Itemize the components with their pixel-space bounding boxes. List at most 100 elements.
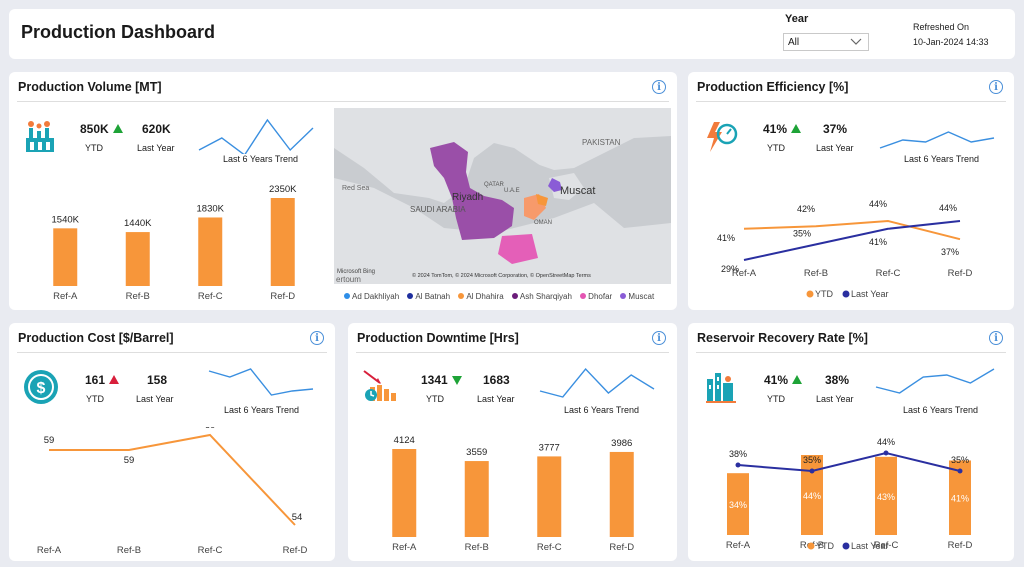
legend-swatch	[511, 293, 518, 299]
reservoir-recovery-card: Reservoir Recovery Rate [%] i 41% YTD 38…	[688, 323, 1014, 561]
last-year-kpi: 1683	[483, 373, 510, 387]
category-label: Ref-C	[198, 545, 223, 556]
data-label: 35%	[803, 455, 821, 465]
year-filter-value: All	[788, 37, 800, 48]
bar-value-label: 41%	[951, 494, 969, 504]
bar[interactable]	[949, 460, 971, 535]
refinery-icon	[704, 369, 738, 410]
info-icon[interactable]: i	[989, 80, 1003, 94]
bar[interactable]	[875, 456, 897, 535]
series-line[interactable]	[737, 451, 961, 473]
data-label: 60	[205, 427, 216, 431]
legend-swatch	[620, 293, 627, 299]
last-year-kpi: 620K	[142, 122, 171, 136]
category-label: Ref-D	[270, 291, 295, 302]
map-attribution[interactable]: © 2024 TomTom, © 2024 Microsoft Corporat…	[412, 272, 591, 279]
series-line[interactable]	[743, 220, 961, 261]
legend-item[interactable]: Al Dhahira	[458, 292, 504, 301]
ytd-value: 161	[85, 373, 106, 387]
category-label: Ref-A	[392, 542, 417, 553]
legend-label: Last Year	[851, 289, 889, 299]
trend-down-icon	[451, 376, 462, 385]
bar[interactable]	[53, 228, 78, 286]
ytd-value: 1341	[421, 373, 448, 387]
bar[interactable]	[727, 473, 749, 535]
bar[interactable]	[270, 198, 295, 286]
ytd-label: YTD	[767, 394, 785, 404]
map-canvas: PAKISTAN Muscat Riyadh SAUDI ARABIA Red …	[334, 108, 671, 284]
bar[interactable]	[125, 232, 150, 286]
bar[interactable]	[392, 449, 417, 537]
card-title: Production Cost [$/Barrel]	[18, 331, 174, 345]
data-label: 44%	[869, 199, 887, 209]
last-year-kpi: 37%	[823, 122, 848, 136]
data-label: 35%	[951, 455, 969, 465]
ytd-kpi: 850K	[80, 122, 123, 136]
category-label: Ref-C	[198, 291, 223, 302]
recovery-combo-chart: 34%Ref-A44%Ref-B43%Ref-C41%Ref-D38%35%44…	[726, 437, 973, 551]
last-year-kpi: 38%	[825, 373, 850, 387]
legend-item[interactable]: Dhofar	[580, 292, 612, 301]
data-label: 3777	[539, 442, 560, 453]
series-line[interactable]	[743, 219, 961, 241]
bar[interactable]	[198, 217, 223, 286]
volume-bar-chart: 1540K Ref-A 1440K Ref-B 1830K Ref-C 2350K Ref-D	[52, 184, 298, 302]
refreshed-value: 10-Jan-2024 14:33	[913, 37, 989, 47]
trend-sparkline	[875, 368, 995, 394]
series-point[interactable]	[883, 450, 889, 456]
divider	[17, 101, 669, 102]
trend-label: Last 6 Years Trend	[224, 405, 300, 415]
data-label: 4124	[394, 435, 415, 446]
trend-sparkline	[198, 118, 314, 154]
data-label: 1540K	[52, 214, 80, 225]
chart-legend: YTD Last Year	[807, 541, 889, 551]
card-title: Production Volume [MT]	[18, 80, 162, 94]
page-title: Production Dashboard	[21, 22, 216, 42]
info-icon[interactable]: i	[310, 331, 324, 345]
category-label: Ref-B	[804, 268, 828, 279]
legend-swatch	[806, 290, 814, 298]
data-label: 41%	[869, 237, 887, 247]
series-point[interactable]	[957, 468, 963, 474]
data-label: 3986	[611, 438, 632, 449]
region-map[interactable]: PAKISTAN Muscat Riyadh SAUDI ARABIA Red …	[334, 108, 671, 284]
info-icon[interactable]: i	[652, 80, 666, 94]
ytd-kpi: 1341	[421, 373, 462, 387]
legend-item[interactable]: Ad Dakhliyah	[344, 292, 399, 301]
svg-text:$: $	[37, 380, 46, 397]
map-label-uae: U.A.E	[504, 188, 520, 194]
category-label: Ref-A	[37, 545, 62, 556]
category-label: Ref-A	[726, 540, 751, 551]
legend-item[interactable]: Al Batnah	[407, 292, 450, 301]
data-label: 41%	[717, 233, 735, 243]
series-point[interactable]	[809, 468, 815, 474]
last-year-label: Last Year	[816, 143, 854, 153]
year-filter-select[interactable]: All	[783, 33, 869, 51]
category-label: Ref-B	[117, 545, 141, 556]
info-icon[interactable]: i	[989, 331, 1003, 345]
bar[interactable]	[609, 451, 634, 537]
legend-swatch	[344, 293, 350, 299]
data-label: 59	[124, 455, 135, 466]
trend-sparkline	[879, 131, 995, 149]
gauge-bolt-icon	[704, 120, 738, 159]
data-label: 59	[44, 435, 55, 446]
last-year-label: Last Year	[136, 394, 174, 404]
bar[interactable]	[537, 456, 562, 537]
map-label-qatar: QATAR	[484, 182, 504, 188]
series-line[interactable]	[49, 433, 296, 526]
legend-swatch	[842, 542, 850, 550]
bar[interactable]	[801, 455, 823, 535]
bar[interactable]	[464, 461, 489, 537]
trend-sparkline	[539, 367, 655, 398]
legend-item[interactable]: Muscat	[620, 292, 654, 301]
series-point[interactable]	[735, 462, 741, 468]
category-label: Ref-D	[283, 545, 308, 556]
info-icon[interactable]: i	[652, 331, 666, 345]
production-efficiency-card: Production Efficiency [%] i 41% YTD 37% …	[688, 72, 1014, 310]
map-label-oman: OMAN	[534, 220, 552, 226]
refresh-info: Refreshed On 10-Jan-2024 14:33	[913, 20, 989, 50]
data-label: 35%	[793, 228, 811, 238]
legend-item[interactable]: Ash Sharqiyah	[511, 292, 572, 301]
trend-up-icon	[109, 375, 120, 384]
